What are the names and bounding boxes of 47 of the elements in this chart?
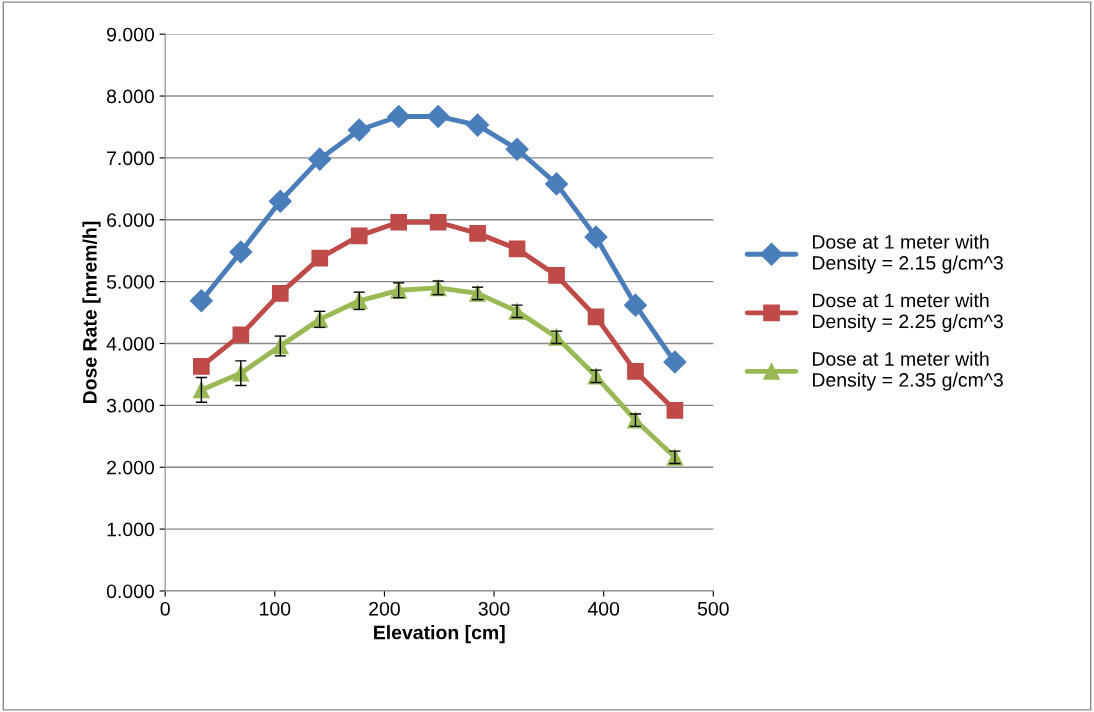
- x-axis-title: Elevation [cm]: [374, 625, 505, 644]
- y-tick-label: 7.000: [107, 151, 155, 166]
- point: [193, 358, 210, 375]
- point: [229, 240, 253, 264]
- y-tick-label: 9.000: [107, 27, 155, 42]
- y-tick-label: 5.000: [106, 275, 155, 289]
- y-tick-label: 3.000: [106, 398, 155, 413]
- point: [189, 289, 213, 313]
- point: [505, 137, 529, 161]
- legend-label: Dose at 1 meter with Density = 2.15 g/cm^3: [812, 234, 1003, 274]
- x-tick-label: 200: [369, 601, 400, 616]
- point: [308, 147, 332, 171]
- y-tick-label: 8.000: [106, 89, 155, 104]
- point: [429, 213, 447, 231]
- point: [350, 227, 368, 245]
- point: [508, 240, 526, 258]
- point: [390, 213, 408, 231]
- point: [663, 350, 687, 374]
- y-axis-title: Dose Rate [mrem/h]: [82, 221, 101, 404]
- point: [623, 293, 647, 317]
- point: [311, 249, 329, 267]
- y-tick-label: 2.000: [107, 460, 155, 475]
- y-tick-label: 1.000: [107, 522, 155, 537]
- point: [584, 225, 608, 249]
- point: [271, 285, 289, 302]
- y-tick-label: 6.000: [107, 213, 155, 228]
- point: [426, 104, 450, 128]
- x-tick-label: 100: [260, 601, 291, 616]
- point: [347, 118, 371, 142]
- point: [387, 104, 411, 128]
- legend-label: Dose at 1 meter with Density = 2.35 g/cm^3: [812, 351, 1003, 391]
- point: [666, 401, 684, 419]
- x-tick-label: 500: [697, 601, 729, 616]
- x-tick-label: 300: [478, 601, 510, 616]
- x-tick-label: 0: [160, 601, 170, 616]
- point: [587, 308, 605, 326]
- point: [469, 225, 486, 242]
- point: [232, 326, 250, 344]
- y-tick-label: 0.000: [106, 584, 155, 599]
- point: [466, 113, 490, 137]
- point: [268, 189, 292, 213]
- point: [548, 267, 565, 284]
- point: [545, 172, 569, 196]
- point: [627, 363, 644, 380]
- y-tick-label: 4.000: [106, 336, 155, 351]
- x-tick-label: 400: [587, 601, 620, 616]
- legend-label: Dose at 1 meter with Density = 2.25 g/cm^3: [812, 293, 1003, 333]
